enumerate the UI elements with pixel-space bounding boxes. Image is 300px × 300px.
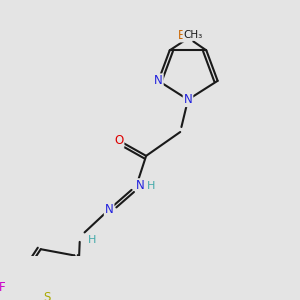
Text: S: S [43,291,50,300]
Text: O: O [114,134,124,147]
Text: N: N [154,74,163,87]
Text: N: N [105,203,113,216]
Text: N: N [136,179,145,192]
Text: F: F [0,280,5,294]
Text: H: H [147,181,155,191]
Text: H: H [87,235,96,245]
Text: Br: Br [178,28,191,41]
Text: CH₃: CH₃ [183,30,203,40]
Text: N: N [184,93,192,106]
